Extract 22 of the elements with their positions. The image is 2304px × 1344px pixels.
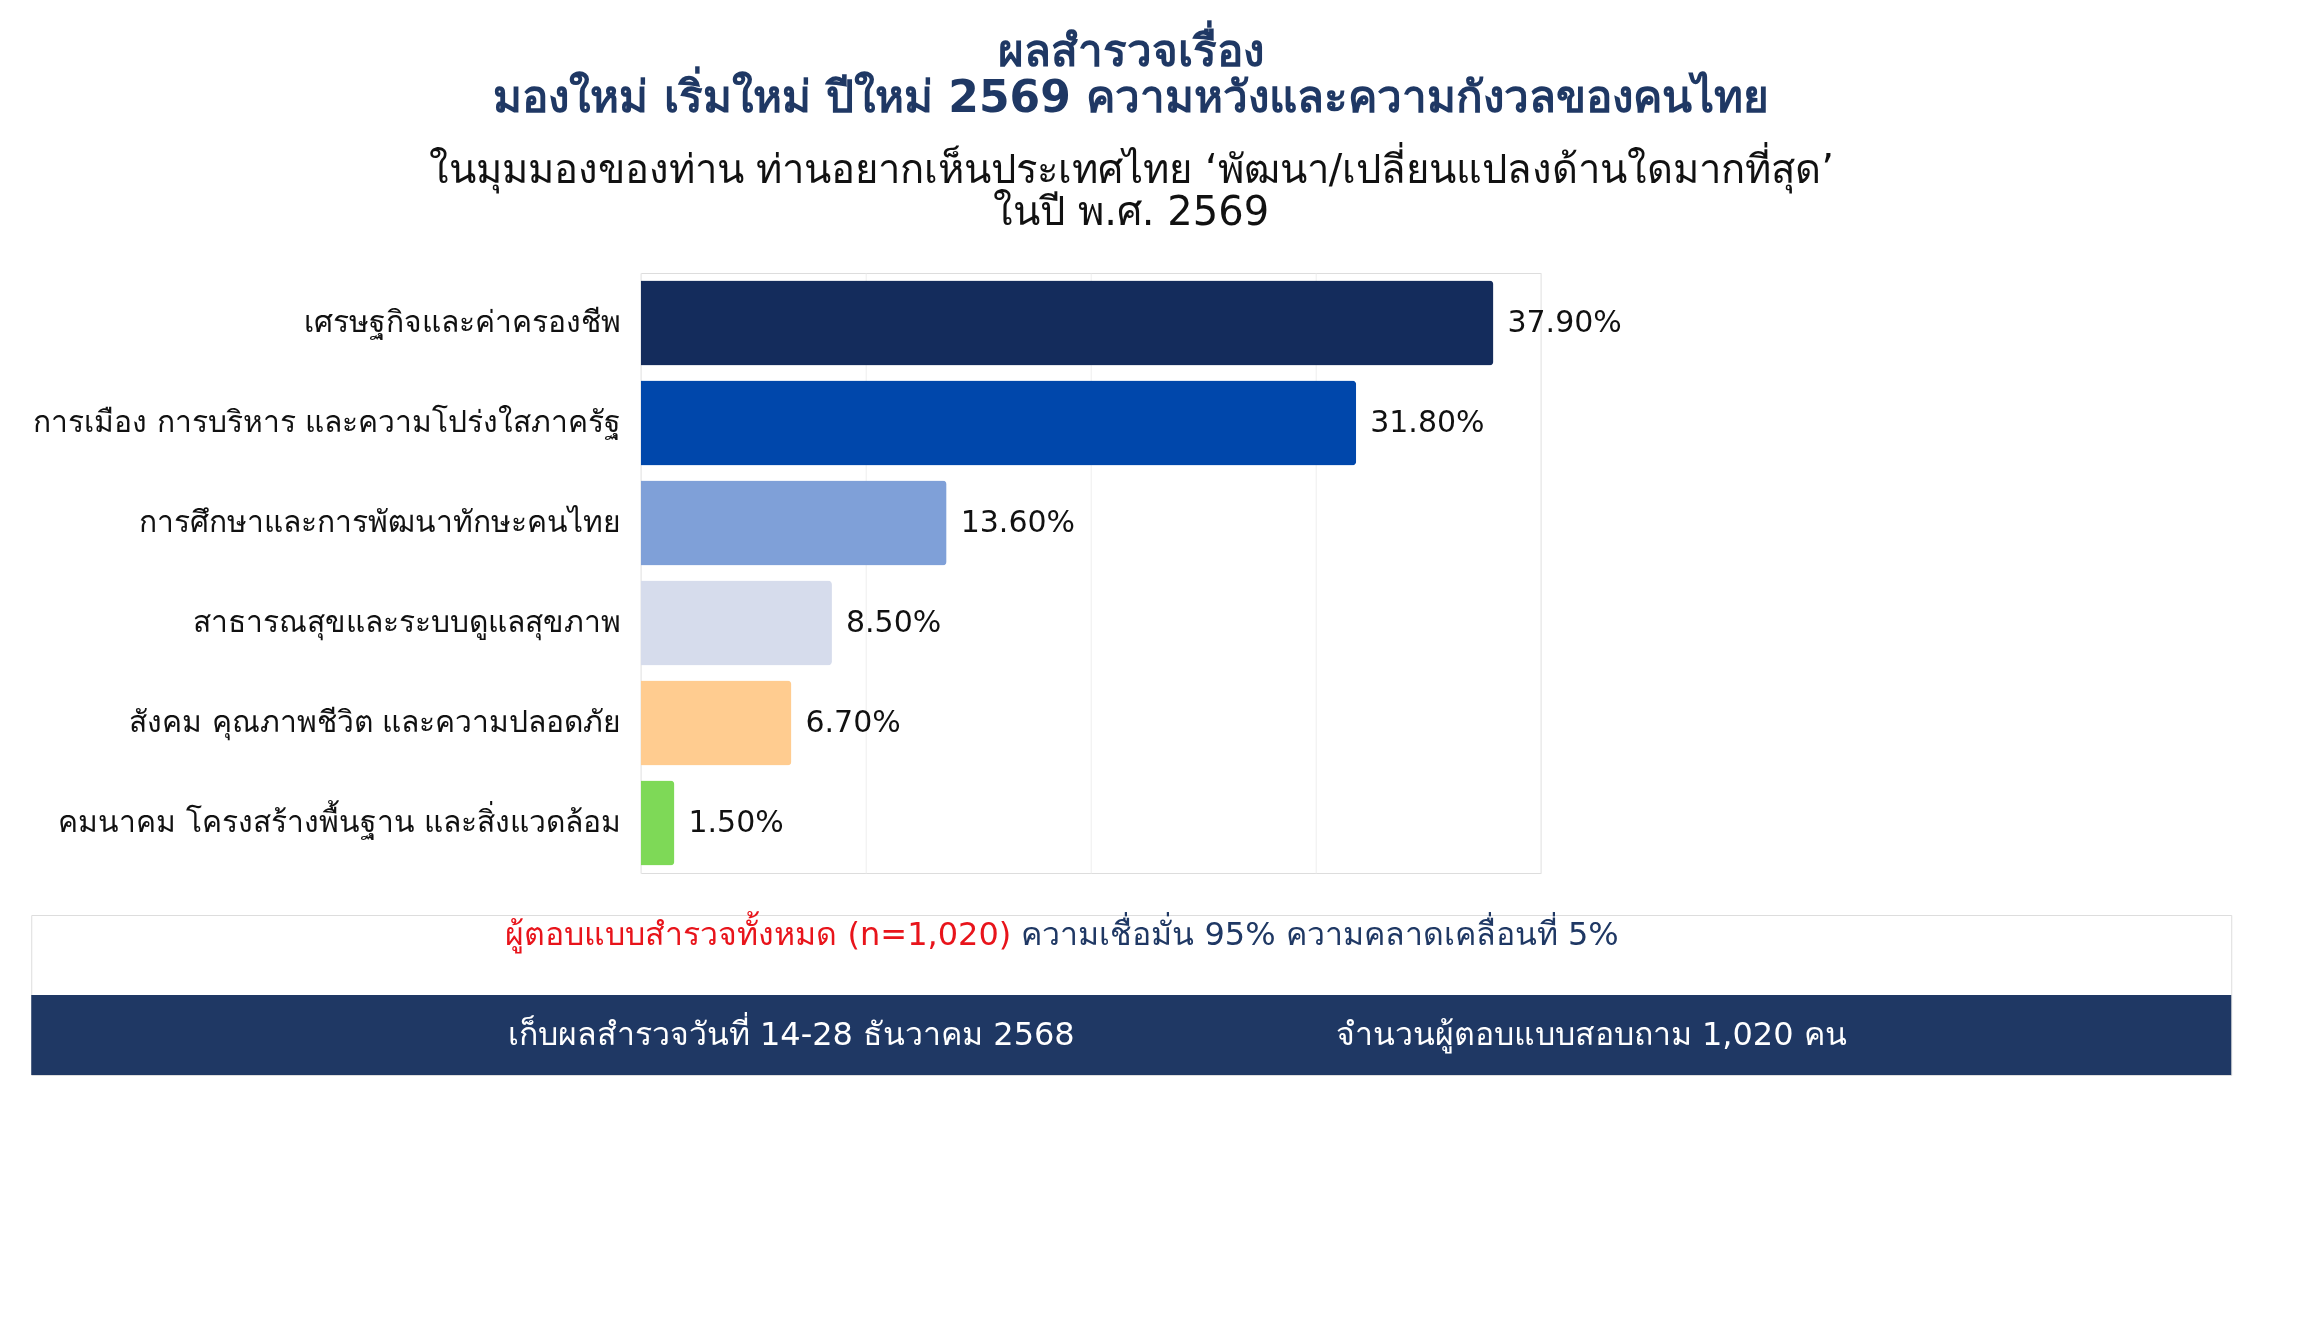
data-label: 37.90%: [1507, 304, 1622, 339]
y-tick-label: คมนาคม โครงสร้างพื้นฐาน และสิ่งแวดล้อม: [58, 800, 622, 840]
data-label: 6.70%: [805, 704, 901, 739]
y-tick-label: เศรษฐกิจและค่าครองชีพ: [304, 304, 622, 340]
text: ผู้ตอบแบบสำรวจทั้งหมด (n=1,020): [505, 911, 1012, 954]
text: เก็บผลสำรวจวันที่ 14-28 ธันวาคม 2568: [507, 1012, 1075, 1053]
bar: [640, 280, 1494, 366]
bar: [640, 780, 675, 866]
bar: [640, 380, 1357, 466]
y-tick-label: สาธารณสุขและระบบดูแลสุขภาพ: [193, 604, 622, 641]
y-tick-label: สังคม คุณภาพชีวิต และความปลอดภัย: [129, 704, 622, 741]
data-label: 1.50%: [688, 804, 784, 839]
bar: [640, 480, 947, 566]
text: ความเชื่อมั่น 95% ความคลาดเคลื่อนที่ 5%: [1021, 912, 1619, 953]
data-label: 31.80%: [1370, 404, 1485, 439]
bar: [640, 580, 832, 666]
data-label: 8.50%: [845, 604, 942, 639]
data-label: 13.60%: [960, 504, 1076, 539]
text: จำนวนผู้ตอบแบบสอบถาม 1,020 คน: [1335, 1015, 1847, 1054]
y-tick-label: การเมือง การบริหาร และความโปร่งใสภาครัฐ: [33, 404, 622, 440]
bar: [640, 680, 792, 766]
y-tick-label: การศึกษาและการพัฒนาทักษะคนไทย: [139, 504, 622, 539]
